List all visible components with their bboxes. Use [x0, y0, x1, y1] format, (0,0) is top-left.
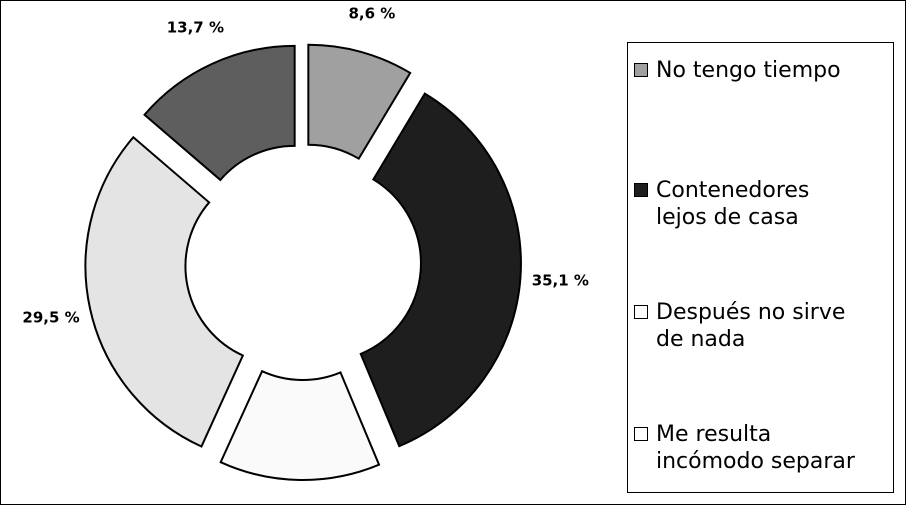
legend-item-despues: Después no sirve de nada: [634, 299, 889, 353]
legend-swatch: [634, 305, 648, 319]
legend-label-line: de nada: [634, 326, 889, 353]
legend-item-no-tengo-tiempo: No tengo tiempo: [634, 57, 889, 84]
legend-label-line: Después no sirve: [634, 299, 889, 326]
legend-label-line: lejos de casa: [634, 204, 889, 231]
legend-label-line: Contenedores: [634, 177, 889, 204]
slice-value-label: 29,5 %: [22, 308, 79, 326]
legend-label-line: Me resulta: [634, 421, 889, 448]
slice-value-label: 8,6 %: [348, 4, 395, 22]
legend-label-line: No tengo tiempo: [634, 57, 889, 84]
donut-slice-2: [221, 371, 379, 480]
legend-item-contenedores: Contenedores lejos de casa: [634, 177, 889, 231]
legend-swatch: [634, 63, 648, 77]
legend-swatch: [634, 427, 648, 441]
donut-slice-3: [85, 137, 242, 446]
legend-swatch: [634, 183, 648, 197]
donut-slice-1: [361, 94, 521, 446]
legend: No tengo tiempo Contenedores lejos de ca…: [627, 42, 894, 493]
legend-item-incomodo: Me resulta incómodo separar: [634, 421, 889, 475]
legend-label-line: incómodo separar: [634, 448, 889, 475]
slice-value-label: 13,7 %: [167, 19, 224, 37]
donut-slice-4: [144, 46, 294, 180]
slice-value-label: 35,1 %: [532, 272, 589, 290]
